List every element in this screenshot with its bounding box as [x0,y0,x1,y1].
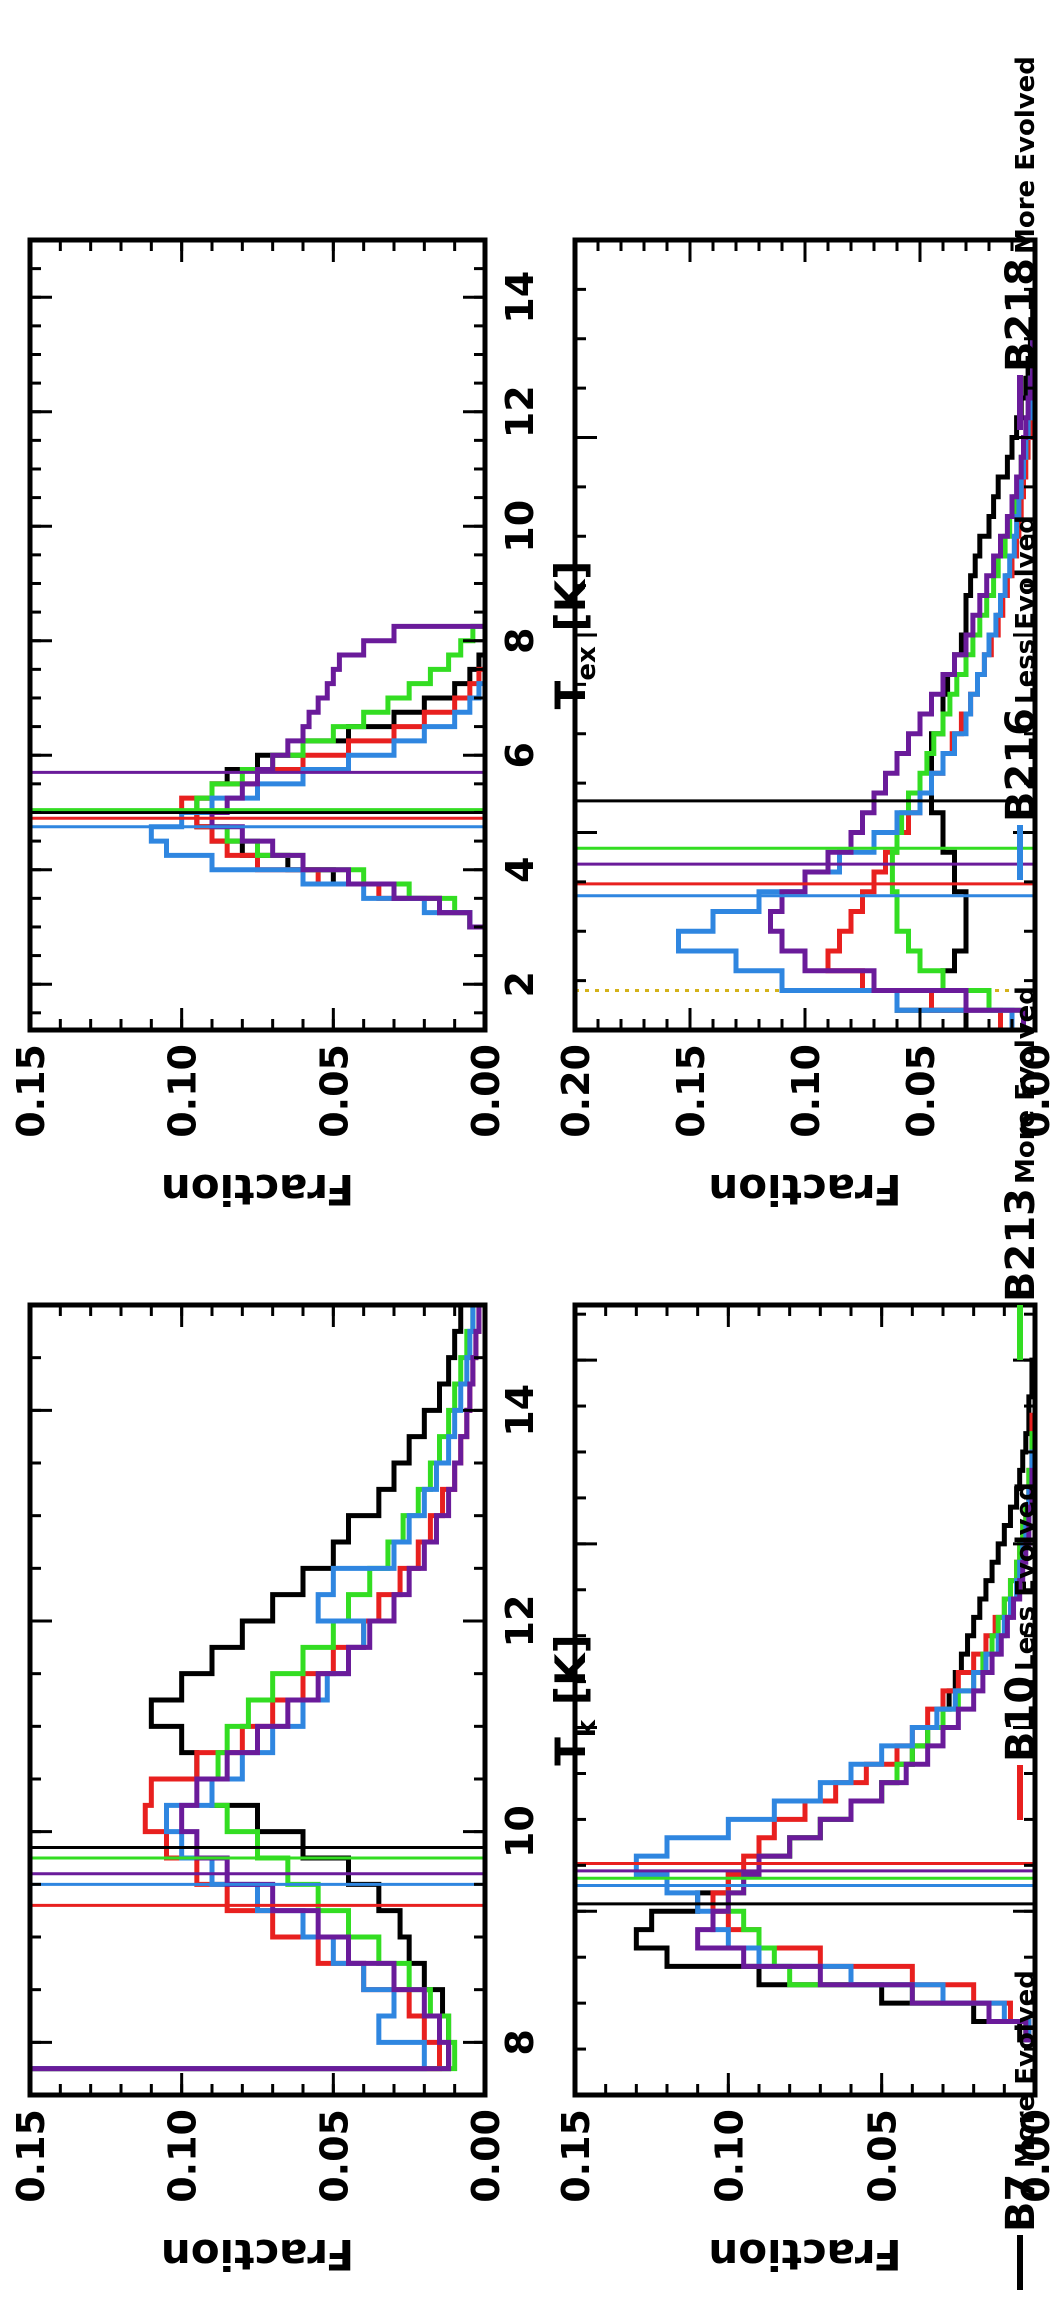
y-tick-label: 0.15 [9,2109,53,2203]
axes-frame-sigma [572,1302,1038,2098]
legend-item-B213: B213 More Evolved [998,986,1044,1360]
hist-tk-B213 [30,1305,485,2095]
panel-sigma: 0.050.100.150.200.250.000.050.100.15Frac… [554,1302,1050,2279]
y-tick-label: 0.15 [669,1044,713,1138]
x-tick-label: 15 [1048,411,1050,464]
y-axis-label: Fraction [161,1165,354,1214]
hist-sigma-B7 [633,1305,1035,2059]
y-tick-label: 0.10 [784,1044,828,1138]
plot-area-tk [30,1305,485,2095]
plot-area-rp [575,240,1035,1030]
hist-sigma-B218 [695,1305,1035,2059]
y-tick-label: 0.05 [861,2109,905,2203]
x-tick-label: 0.05 [1048,2048,1050,2142]
x-tick-label: 12 [498,385,542,438]
x-tick-label: 0.10 [1048,1864,1050,1958]
hist-rp-B218 [768,240,1035,1030]
y-tick-label: 0.10 [161,2109,205,2203]
y-tick-label: 0.00 [1014,1044,1050,1138]
legend-name: B218 [998,258,1044,372]
y-tick-label: 0.00 [464,1044,508,1138]
x-tick-label: 6 [498,742,542,768]
y-tick-label: 0.10 [161,1044,205,1138]
legend-desc: More Evolved [1011,1970,1041,2168]
legend-name: B10 [998,1676,1044,1762]
y-tick-label: 0.00 [464,2109,508,2203]
legend-desc: Less Evolved [1011,515,1041,704]
legend-name: B7 [998,2174,1044,2232]
x-tick-label: 10 [498,1805,542,1858]
x-tick-label: 0.15 [1048,1681,1050,1775]
legend-desc: More Evolved [1011,986,1041,1184]
plot-area-sigma [575,1305,1035,2059]
y-tick-label: 0.05 [312,1044,356,1138]
y-tick-label: 0.00 [1014,2109,1050,2203]
hist-tex-B7 [194,240,485,930]
y-tick-label: 0.10 [707,2109,751,2203]
hist-tex-B213 [194,240,485,930]
hist-tex-B218 [209,240,485,930]
legend-desc: More Evolved [1011,56,1041,254]
legend-item-B7: B7 More Evolved [998,1970,1044,2290]
y-tick-label: 0.05 [899,1044,943,1138]
legend-item-B10: B10 Less Evolved [998,1482,1044,1820]
legend: B7 More Evolved B10 Less Evolved B213 More Ev… [998,56,1044,2290]
axes-frame-tex [27,237,488,1033]
x-tick-label: 8 [498,2029,542,2055]
x-tick-label: 14 [498,1384,542,1437]
y-axis-label: Fraction [708,2230,901,2279]
y-axis-label: Fraction [161,2230,354,2279]
plot-area-tex [30,240,485,930]
x-tick-label: 8 [498,627,542,653]
x-tick-label: 14 [498,271,542,324]
x-tick-label: 10 [498,500,542,553]
legend-item-B218: B218 More Evolved [998,56,1044,430]
legend-name: B213 [998,1188,1044,1302]
y-tick-label: 0.15 [554,2109,598,2203]
x-tick-label: 0.20 [1048,1497,1050,1591]
legend-name: B216 [998,708,1044,822]
hist-tex-B216 [148,240,485,930]
x-tick-label: 0 [1048,1017,1050,1043]
legend-item-B216: B216 Less Evolved [998,515,1044,880]
hist-tk-B218 [30,1305,485,2095]
legend-desc: Less Evolved [1011,1482,1041,1671]
x-tick-label: 20 [1048,214,1050,267]
y-tick-label: 0.05 [312,2109,356,2203]
y-tick-label: 0.15 [9,1044,53,1138]
x-tick-label: 4 [498,856,542,882]
x-tick-label: 12 [498,1595,542,1648]
hist-sigma-B213 [725,1305,1035,2059]
x-tick-label: 5 [1048,819,1050,845]
x-tick-label: 2 [498,971,542,997]
y-tick-label: 0.20 [554,1044,598,1138]
hist-tex-B10 [179,240,485,930]
panel-rp: 051015200.000.050.100.150.20FractionRp =… [554,214,1050,1214]
axes-frame-tk [27,1302,488,2098]
x-tick-label: 0.25 [1048,1313,1050,1407]
y-axis-label: Fraction [708,1165,901,1214]
x-tick-label: 10 [1048,609,1050,662]
hist-rp-B7 [894,240,1035,1030]
